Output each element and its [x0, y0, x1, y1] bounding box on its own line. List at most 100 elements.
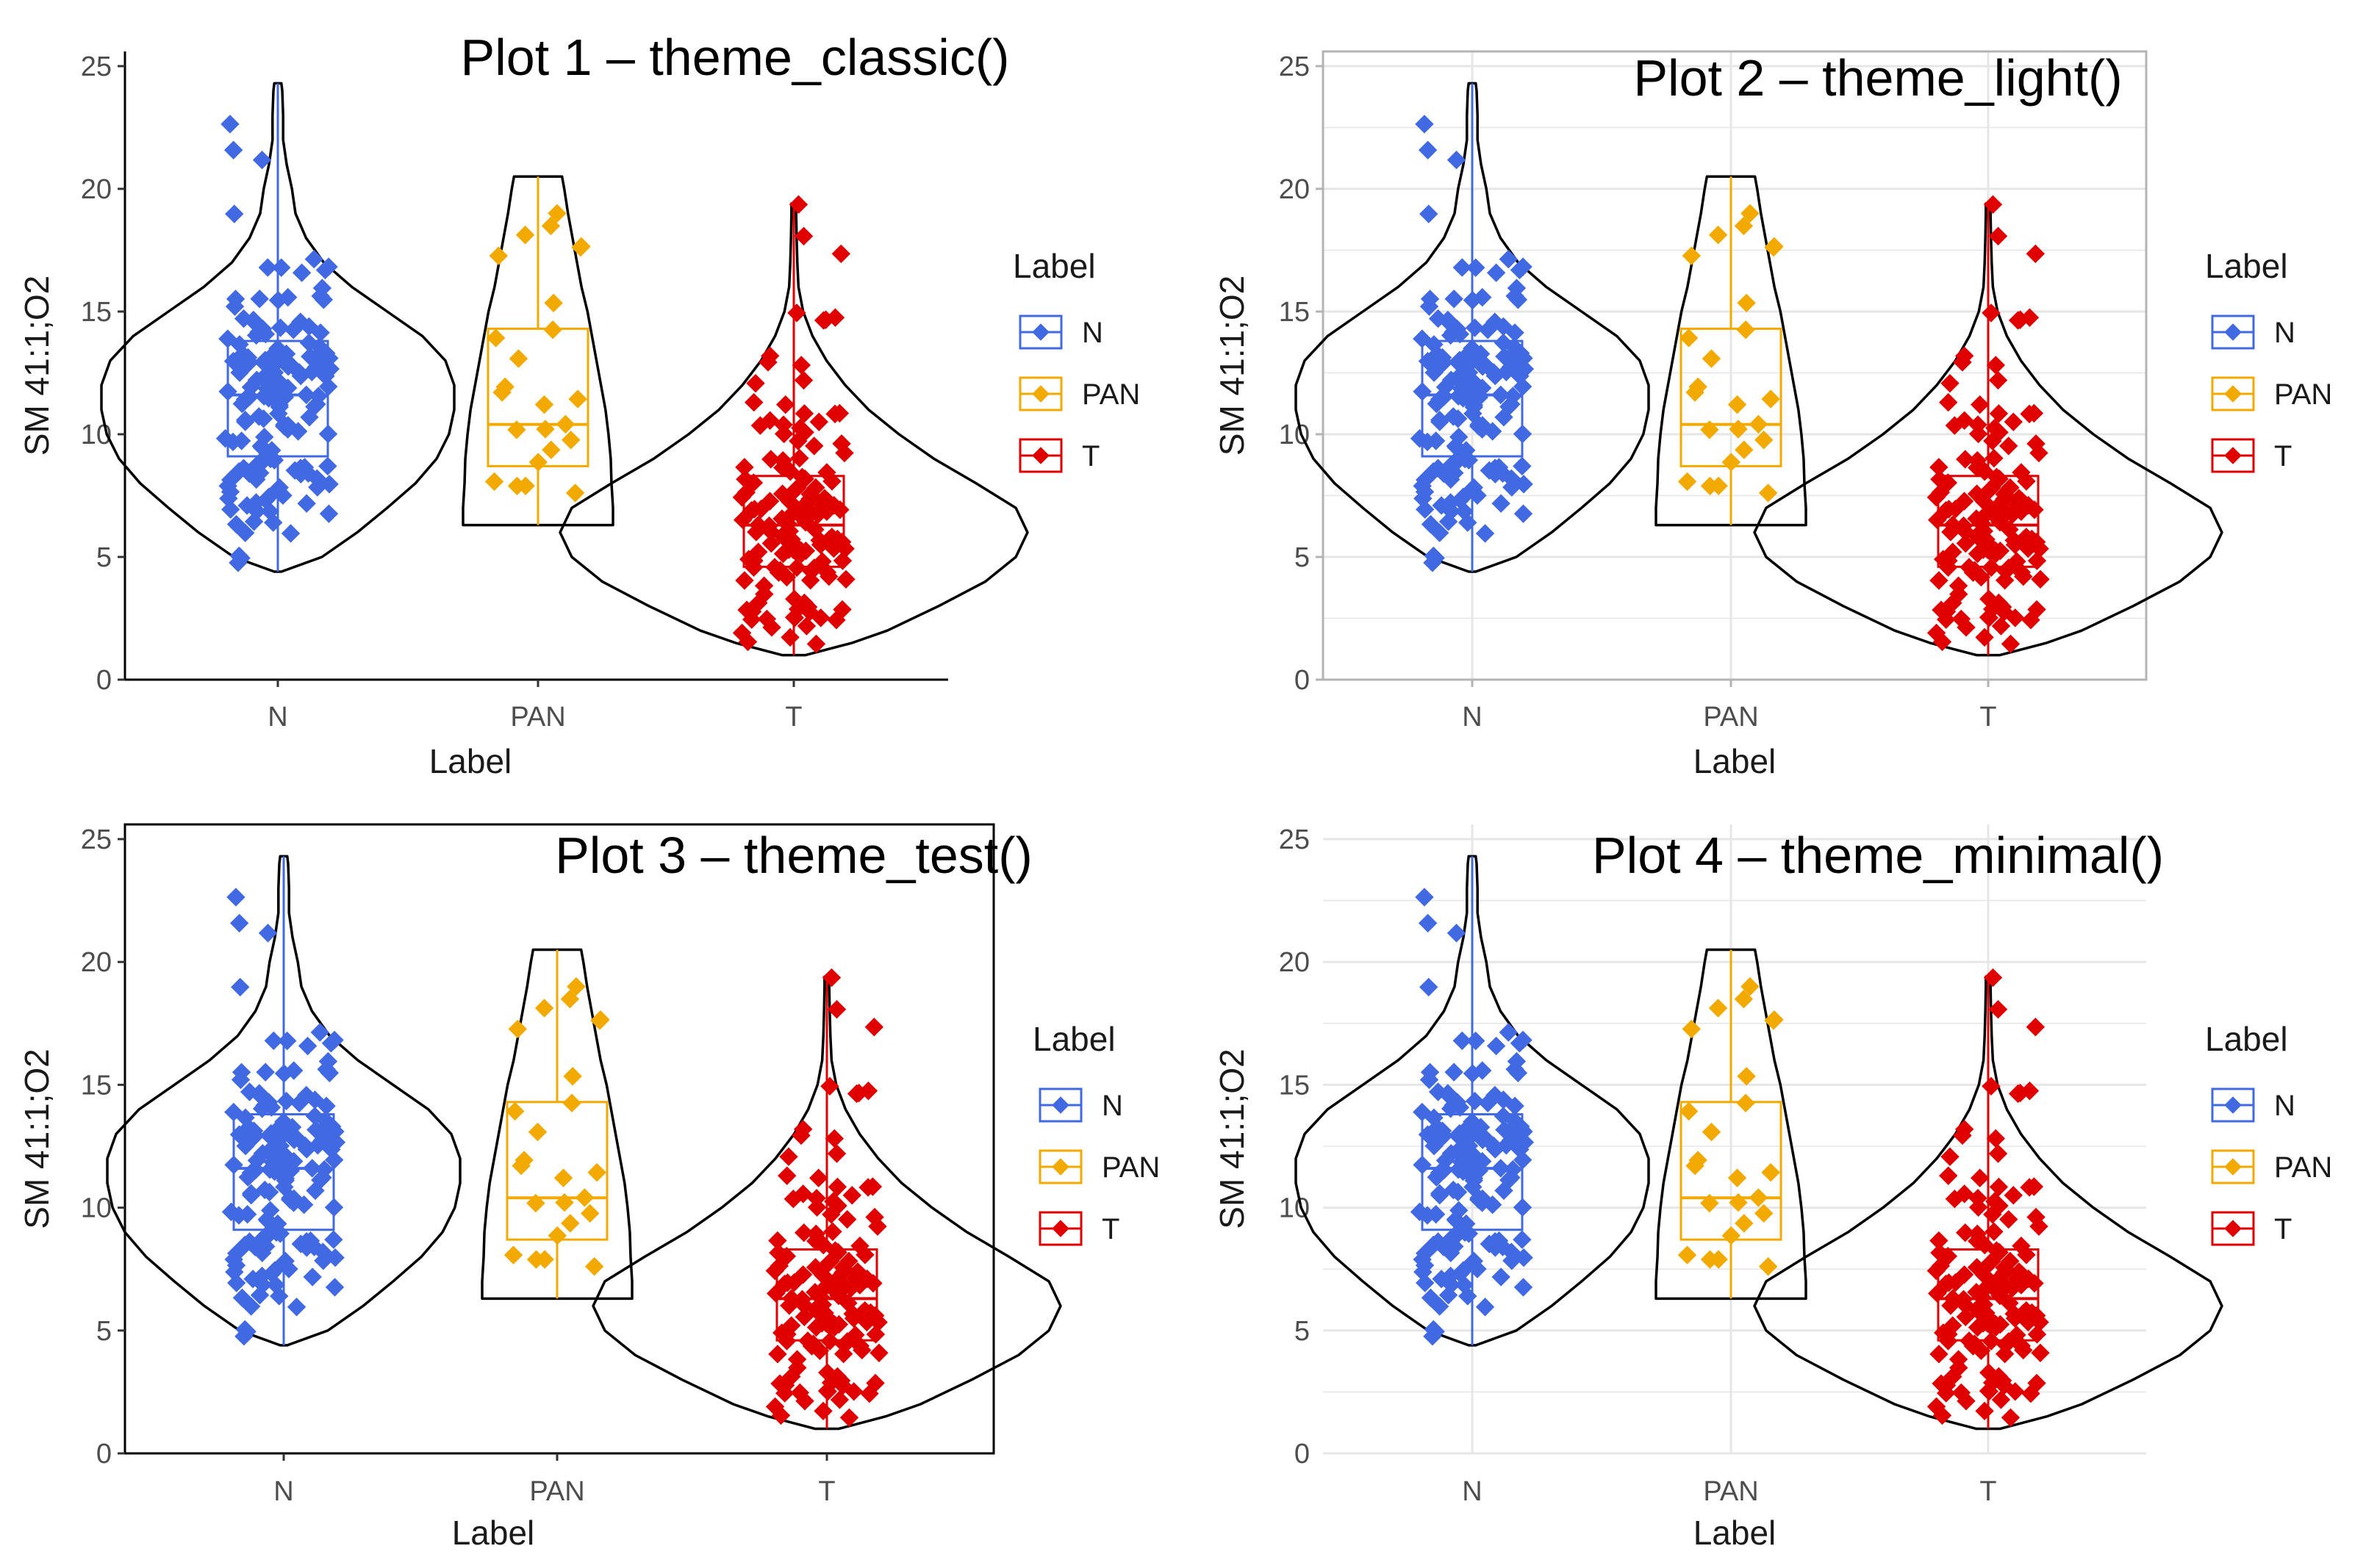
data-point	[1459, 1117, 1479, 1136]
x-tick-label-pan: PAN	[510, 702, 565, 733]
data-point	[770, 1374, 789, 1393]
legend-label-t: T	[2274, 440, 2292, 472]
violin-pan	[1654, 175, 1807, 527]
data-point	[1449, 353, 1469, 373]
data-point	[1945, 1189, 1965, 1209]
data-point	[1709, 476, 1728, 496]
data-point	[1949, 1358, 1968, 1378]
legend-key-point	[1052, 1158, 1069, 1176]
data-point	[489, 246, 509, 265]
data-point	[1432, 496, 1451, 515]
data-point	[229, 913, 249, 933]
data-point	[1956, 450, 1975, 469]
data-point	[292, 263, 312, 282]
data-point	[823, 1222, 842, 1241]
data-point	[223, 432, 243, 452]
data-point	[759, 516, 779, 536]
data-point	[1499, 1170, 1519, 1190]
data-point	[2004, 412, 2023, 431]
data-point	[1965, 561, 1985, 580]
data-point	[820, 1331, 839, 1351]
legend-key-t	[2211, 438, 2255, 473]
data-point	[1449, 427, 1469, 447]
data-point	[790, 448, 809, 468]
data-point	[2012, 492, 2032, 511]
data-point	[1727, 1168, 1747, 1187]
data-point	[817, 463, 836, 482]
data-point	[866, 1325, 886, 1344]
legend-key-point	[2224, 323, 2242, 341]
data-point	[1677, 472, 1697, 492]
data-point	[1989, 1177, 2009, 1197]
data-point	[1932, 1374, 1951, 1393]
x-tick-label-n: N	[1462, 702, 1482, 733]
data-point	[241, 1131, 260, 1150]
data-point	[771, 1406, 791, 1425]
data-point	[1413, 329, 1432, 348]
data-point	[258, 924, 278, 943]
data-point	[2027, 1325, 2047, 1344]
legend-key-pan	[2211, 1149, 2255, 1184]
y-tick-label: 15	[81, 1070, 112, 1101]
data-point	[738, 632, 758, 652]
data-point	[1729, 1193, 1748, 1212]
data-point	[311, 1170, 330, 1190]
points-n	[1410, 888, 1535, 1346]
data-point	[1465, 1091, 1485, 1111]
data-point	[768, 1231, 787, 1251]
data-point	[1721, 1226, 1740, 1245]
legend-key-point	[2224, 447, 2242, 464]
data-point	[1986, 1129, 2006, 1148]
data-point	[2026, 1018, 2046, 1037]
series-pan	[481, 948, 634, 1301]
data-point	[1452, 1152, 1471, 1172]
data-point	[784, 1189, 803, 1209]
data-point	[229, 1206, 248, 1225]
data-point	[1446, 924, 1466, 943]
data-point	[1507, 278, 1527, 298]
data-point	[814, 311, 833, 330]
data-point	[1682, 246, 1702, 265]
data-point	[1990, 1315, 2010, 1334]
data-point	[1758, 1256, 1778, 1276]
data-point	[1501, 1131, 1521, 1150]
data-point	[836, 569, 856, 589]
legend-key-point	[1032, 385, 1050, 403]
data-point	[1734, 990, 1754, 1009]
data-point	[1988, 370, 2008, 390]
data-point	[321, 1034, 341, 1053]
data-point	[789, 195, 809, 215]
data-point	[2020, 1178, 2039, 1197]
data-point	[270, 1117, 290, 1136]
data-point	[1956, 1307, 1975, 1326]
data-point	[1430, 357, 1449, 377]
data-point	[1475, 524, 1495, 543]
data-point	[833, 551, 853, 570]
data-point	[264, 1031, 283, 1051]
data-point	[1430, 412, 1449, 431]
data-point	[1473, 357, 1492, 376]
data-point	[297, 494, 316, 513]
data-point	[1513, 1150, 1532, 1170]
data-point	[737, 600, 756, 619]
data-point	[1709, 1250, 1728, 1269]
data-point	[535, 1250, 554, 1269]
data-point	[528, 453, 548, 472]
data-point	[237, 496, 257, 515]
data-point	[306, 357, 326, 376]
data-point	[775, 395, 795, 414]
data-point	[305, 1090, 325, 1110]
data-point	[1418, 140, 1438, 159]
y-axis-title: SM 41:1;O2	[1213, 1049, 1251, 1229]
data-point	[241, 378, 261, 397]
data-point	[1740, 204, 1760, 223]
data-point	[1435, 378, 1455, 397]
data-point	[305, 397, 324, 417]
data-point	[1975, 627, 1994, 647]
data-point	[562, 1093, 581, 1112]
legend: Label N PAN T	[1013, 247, 1140, 473]
y-tick-label: 0	[1294, 1439, 1310, 1470]
data-point	[231, 977, 250, 997]
data-point	[1508, 290, 1528, 309]
data-point	[745, 392, 764, 412]
